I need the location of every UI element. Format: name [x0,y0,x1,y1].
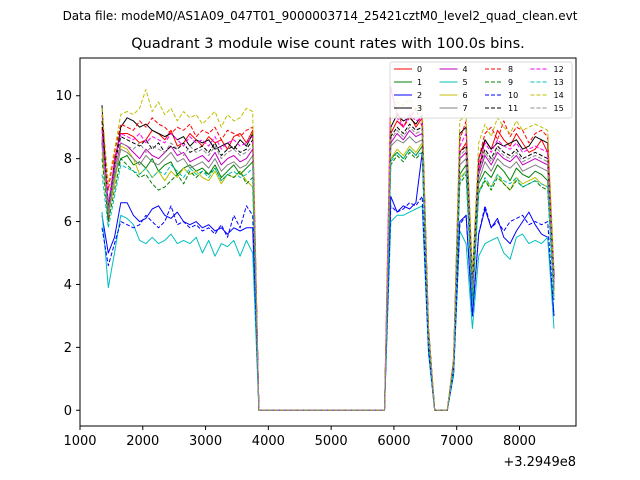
y-tick-label: 0 [64,404,72,419]
series-line-5 [101,205,555,411]
legend-label-14: 14 [554,91,564,100]
x-tick-label: 1000 [63,434,96,449]
series-line-12 [101,85,555,411]
legend-label-7: 7 [463,104,468,113]
x-tick-label: 3000 [189,434,222,449]
legend-label-5: 5 [463,78,468,87]
legend-label-12: 12 [554,65,564,74]
legend-label-10: 10 [508,91,518,100]
plot-lines [101,85,555,411]
x-tick-label: 2000 [126,434,159,449]
series-line-14 [101,89,555,411]
x-tick-label: 6000 [377,434,410,449]
x-axis: 1000 2000 3000 4000 5000 6000 7000 8000 [63,426,536,449]
series-line-0 [101,114,555,411]
series-line-8 [101,89,555,411]
legend-label-0: 0 [417,65,422,74]
series-line-9 [101,151,555,411]
legend-label-1: 1 [417,78,422,87]
series-line-7 [101,136,555,411]
series-line-6 [101,142,555,411]
axes-frame [79,57,577,427]
legend-label-11: 11 [508,104,518,113]
legend-label-3: 3 [417,104,422,113]
figure-suptitle: Data file: modeM0/AS1A09_047T01_90000037… [62,9,578,23]
x-tick-label: 8000 [503,434,536,449]
legend-label-13: 13 [554,78,564,87]
y-tick-label: 10 [55,89,72,104]
legend-label-15: 15 [554,104,564,113]
series-line-13 [101,148,555,411]
y-tick-label: 4 [64,278,72,293]
x-offset-label: +3.2949e8 [503,455,576,470]
x-tick-label: 7000 [440,434,473,449]
y-tick-label: 8 [64,152,72,167]
chart-title: Quadrant 3 module wise count rates with … [131,36,525,52]
x-tick-label: 5000 [315,434,348,449]
y-tick-label: 6 [64,215,72,230]
x-tick-label: 4000 [252,434,285,449]
series-line-2 [101,151,555,411]
y-tick-label: 2 [64,341,72,356]
legend-label-2: 2 [417,91,422,100]
y-axis: 0 2 4 6 8 10 [55,89,80,419]
series-line-15 [101,126,555,411]
legend-label-8: 8 [508,65,513,74]
legend-label-6: 6 [463,91,468,100]
series-line-10 [101,195,555,411]
legend-box [389,61,573,119]
legend-label-9: 9 [508,78,513,87]
legend-label-4: 4 [463,65,468,74]
series-line-1 [101,142,555,411]
